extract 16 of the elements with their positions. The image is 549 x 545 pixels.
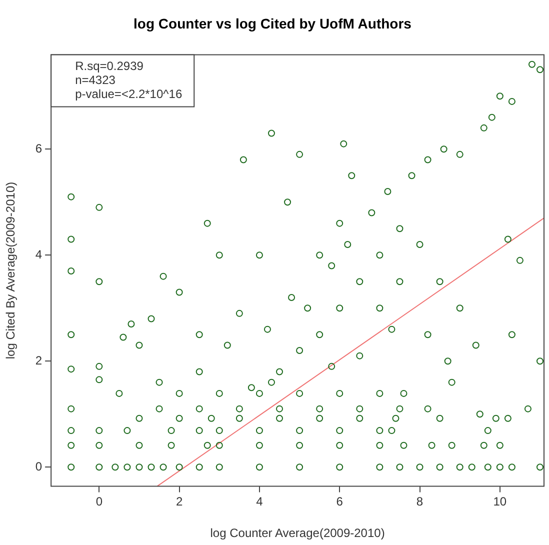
y-axis-title: log Cited By Average(2009-2010) [4,182,18,360]
x-tick-label: 6 [336,494,344,509]
annotation: n=4323 [75,73,116,88]
y-tick-label: 4 [35,247,42,262]
y-tick-label: 2 [35,353,42,368]
x-tick-label: 4 [256,494,264,509]
x-tick-label: 10 [493,494,507,509]
y-tick-label: 6 [35,141,42,156]
annotation: p-value=<2.2*10^16 [75,87,182,102]
annotation: R.sq=0.2939 [75,59,144,74]
y-tick-label: 0 [35,459,42,474]
x-tick-label: 8 [416,494,424,509]
chart-title: log Counter vs log Cited by UofM Authors [134,15,412,32]
x-tick-label: 2 [176,494,183,509]
x-axis-title: log Counter Average(2009-2010) [210,526,385,540]
x-tick-label: 0 [96,494,103,509]
